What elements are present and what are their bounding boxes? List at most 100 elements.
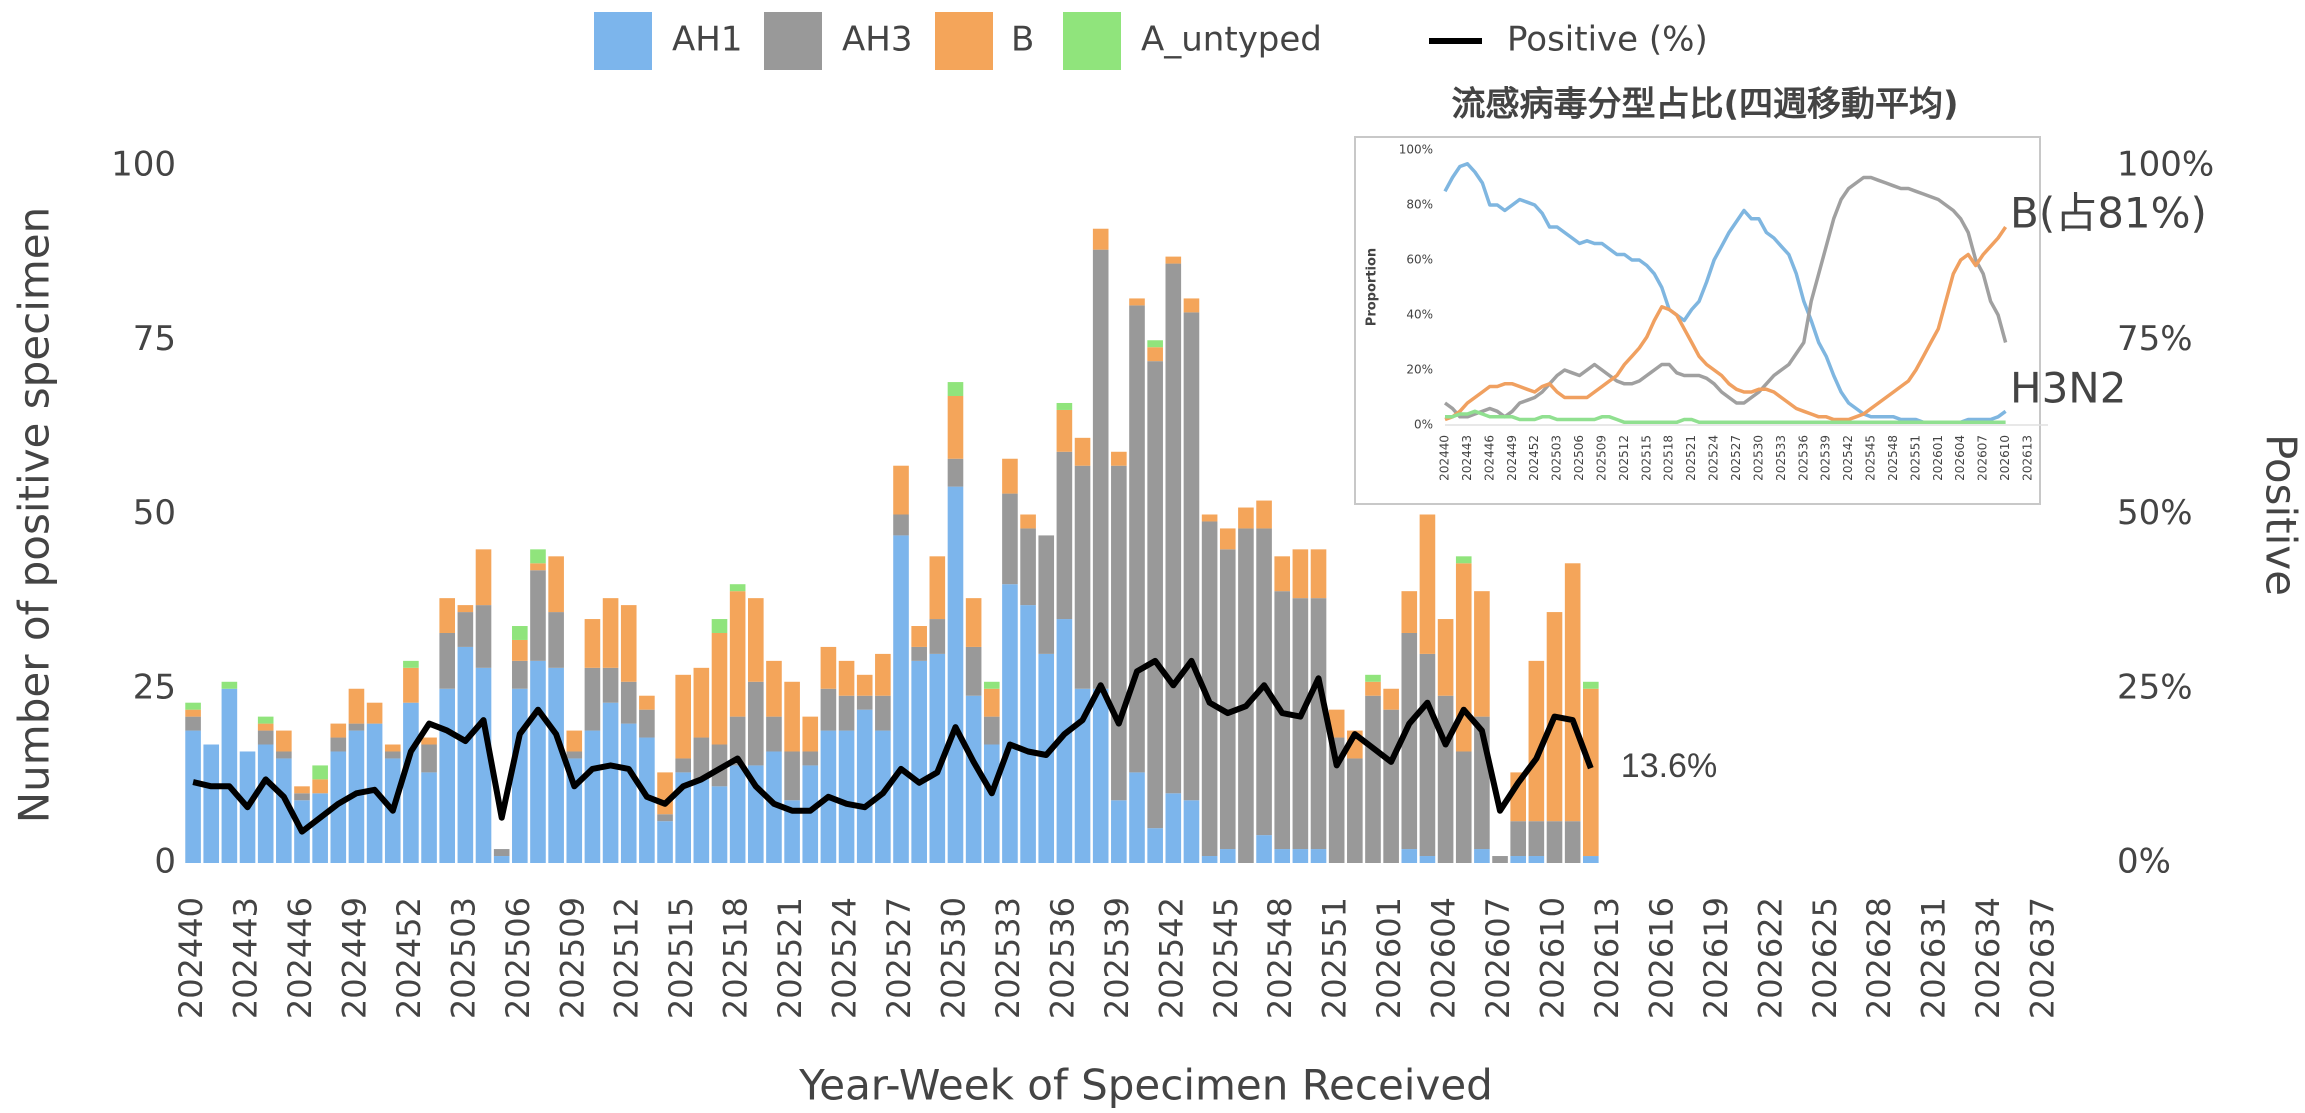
x-tick-label: 202503: [444, 897, 482, 1019]
bar-segment: [1074, 465, 1091, 689]
bar-segment: [548, 612, 564, 668]
bar-segment: [1038, 535, 1055, 654]
bar-segment: [1528, 821, 1545, 857]
x-tick-label: 202515: [662, 897, 700, 1019]
bar-segment: [657, 814, 673, 822]
x-tick-label: 202452: [390, 897, 428, 1019]
bar-segment: [893, 465, 909, 515]
bar-segment: [348, 688, 365, 724]
bar-segment: [1365, 681, 1381, 696]
bar-segment: [1455, 751, 1472, 863]
x-tick-label: 202631: [1915, 897, 1953, 1019]
y-tick-label: 50: [133, 493, 176, 533]
inset-y-tick-label: 20%: [1406, 363, 1433, 377]
bar-segment: [530, 549, 546, 564]
x-tick-label: 202604: [1425, 897, 1463, 1019]
bar-segment: [820, 688, 837, 731]
bar-segment: [1256, 500, 1272, 529]
legend-swatch: [594, 12, 652, 70]
bar-segment: [1201, 514, 1218, 522]
inset-x-tick-label: 202449: [1505, 435, 1519, 481]
bar-segment: [856, 674, 873, 696]
bar-segment: [929, 619, 946, 654]
bar-segment: [384, 751, 401, 759]
bar-segment: [602, 598, 619, 668]
bar-segment: [747, 681, 764, 766]
bar-segment: [1474, 591, 1490, 717]
bar-segment: [1183, 298, 1200, 313]
bar-segment: [983, 716, 1000, 745]
bar-segment: [838, 695, 855, 731]
bar-segment: [1528, 660, 1545, 822]
bar-segment: [711, 744, 728, 787]
inset-frame: [1354, 136, 2041, 505]
y2-axis-label: Positive: [2257, 434, 2305, 596]
bar-segment: [675, 758, 691, 773]
bar-segment: [493, 849, 510, 857]
inset-x-tick-label: 202530: [1751, 435, 1765, 481]
bar-segment: [729, 584, 746, 592]
bar-segment: [457, 646, 474, 863]
inset-x-tick-label: 202545: [1864, 435, 1878, 481]
inset-line: [1444, 226, 2008, 422]
bar-segment: [875, 653, 891, 696]
bar-segment: [693, 779, 710, 863]
x-tick-label: 202440: [172, 897, 210, 1019]
legend-swatch: [1063, 12, 1121, 70]
bar-segment: [657, 772, 673, 815]
bar-segment: [639, 695, 655, 710]
bar-segment: [893, 535, 909, 863]
bar-segment: [1455, 556, 1472, 564]
bar-segment: [947, 486, 964, 863]
bar-segment: [403, 667, 419, 703]
bar-segment: [1074, 688, 1091, 863]
bar-segment: [1583, 856, 1599, 863]
bar-segment: [1256, 528, 1272, 836]
bar-segment: [802, 716, 819, 752]
x-tick-label: 202637: [2024, 897, 2062, 1019]
bar-segment: [1383, 688, 1399, 710]
inset-y-label: Proportion: [1365, 248, 1380, 326]
bar-segment: [403, 660, 419, 668]
inset-x-tick-label: 202440: [1438, 435, 1452, 481]
bar-segment: [276, 751, 292, 759]
bar-segment: [1111, 451, 1127, 466]
bar-segment: [802, 765, 819, 863]
bar-segment: [1056, 402, 1073, 410]
bar-segment: [348, 730, 365, 863]
bar-segment: [1292, 549, 1309, 599]
bar-segment: [729, 765, 746, 863]
bar-segment: [1219, 549, 1236, 850]
bar-segment: [1165, 263, 1182, 794]
bar-segment: [1219, 528, 1236, 550]
bar-segment: [747, 598, 764, 682]
bar-segment: [1256, 835, 1272, 863]
bar-segment: [1528, 856, 1545, 863]
inset-x-tick-label: 202604: [1953, 435, 1967, 481]
x-tick-label: 202622: [1751, 897, 1789, 1019]
y-tick-label: 75: [133, 319, 176, 359]
legend-label: AH3: [842, 20, 912, 60]
inset-line: [1443, 175, 2008, 419]
inset-x-tick-label: 202539: [1819, 435, 1833, 481]
bar-segment: [1510, 821, 1527, 857]
bar-segment: [1474, 849, 1490, 863]
bar-segment: [294, 793, 310, 801]
bar-segment: [620, 723, 637, 863]
bar-segment: [421, 737, 437, 745]
bar-segment: [421, 744, 437, 773]
y2-tick-label: 100%: [2117, 145, 2214, 185]
bar-segment: [1129, 772, 1145, 863]
inset-x-tick-label: 202533: [1774, 435, 1788, 481]
bar-segment: [856, 695, 873, 710]
bar-segment: [802, 751, 819, 766]
bar-segment: [512, 626, 528, 640]
bar-segment: [366, 702, 383, 724]
bar-segment: [1147, 361, 1163, 829]
bar-segment: [257, 723, 274, 731]
bar-segment: [512, 660, 528, 689]
bar-segment: [1056, 451, 1073, 620]
inset-line: [1443, 162, 2007, 425]
bar-segment: [185, 709, 201, 717]
x-tick-label: 202527: [880, 897, 918, 1019]
